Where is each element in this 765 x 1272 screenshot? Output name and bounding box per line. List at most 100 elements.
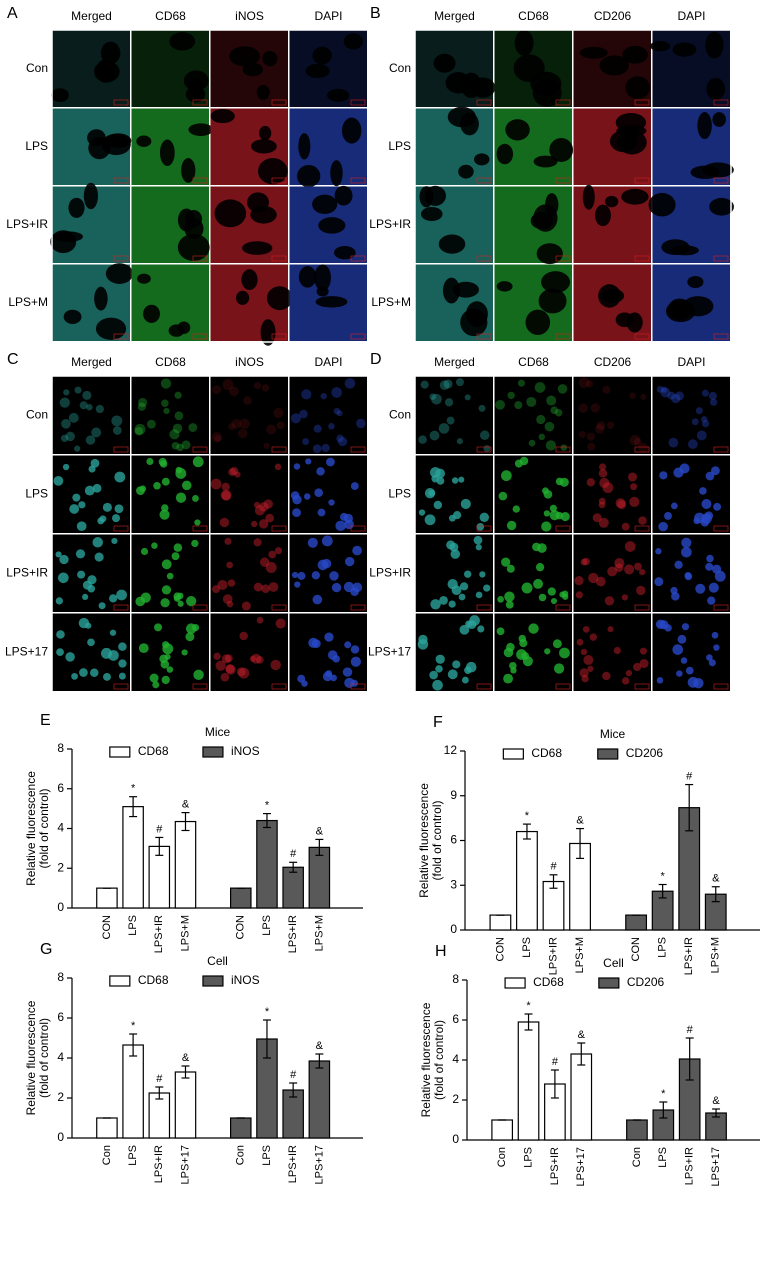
alveolus — [687, 275, 704, 289]
cell — [598, 501, 606, 509]
alveolus — [242, 62, 263, 77]
x-tick-label: LPS+IR — [684, 1147, 696, 1185]
cell — [671, 591, 680, 601]
cell — [544, 421, 555, 432]
significance-marker: * — [131, 783, 136, 795]
alveolus — [330, 160, 343, 187]
cell — [506, 564, 515, 573]
cell — [90, 458, 100, 468]
cell — [695, 407, 703, 415]
legend-label: CD68 — [138, 744, 169, 758]
cell — [625, 669, 633, 677]
cell — [185, 632, 195, 642]
cell — [263, 442, 270, 450]
x-tick-label: LPS — [127, 1145, 139, 1166]
scale-bar — [350, 604, 366, 611]
y-axis-label: Relative fluorescence — [24, 1000, 38, 1115]
cell — [55, 551, 62, 558]
cell — [460, 498, 471, 509]
cell — [220, 672, 230, 682]
cell — [549, 504, 557, 512]
column-label: iNOS — [235, 9, 264, 23]
x-tick-label: Con — [496, 1147, 508, 1167]
cell — [234, 471, 241, 478]
cell — [215, 660, 226, 671]
cell — [322, 671, 333, 682]
cell — [535, 563, 545, 572]
error-bar — [685, 1037, 694, 1081]
cell — [312, 444, 322, 454]
cell — [541, 521, 552, 532]
cell — [640, 393, 647, 400]
cell — [435, 654, 445, 664]
micrograph — [289, 376, 367, 454]
cell — [699, 487, 707, 495]
x-tick-label: LPS+IR — [287, 915, 299, 953]
cell — [177, 600, 184, 607]
cell — [469, 615, 480, 626]
legend-swatch — [109, 746, 131, 758]
cell — [707, 596, 716, 605]
cell — [602, 482, 614, 494]
cell — [639, 658, 649, 669]
image-background — [652, 376, 730, 454]
chart-title: Mice — [205, 725, 231, 739]
cell — [149, 673, 159, 683]
significance-marker: & — [316, 825, 324, 837]
cell — [161, 559, 172, 570]
significance-marker: # — [552, 1056, 559, 1068]
cell — [418, 509, 426, 516]
y-tick-label: 8 — [57, 970, 64, 984]
cell — [545, 440, 556, 451]
significance-marker: * — [661, 1088, 666, 1100]
micrograph — [289, 534, 367, 612]
alveolus — [185, 86, 206, 103]
cell — [685, 666, 694, 675]
alveolus — [536, 243, 563, 265]
cell — [581, 674, 589, 683]
cell — [672, 644, 684, 655]
cell — [254, 505, 266, 516]
scale-bar — [555, 604, 571, 611]
cell — [140, 592, 151, 603]
cell — [505, 600, 514, 609]
alveolus — [496, 143, 514, 165]
cell — [210, 478, 222, 490]
cell — [188, 423, 198, 432]
cell — [598, 463, 607, 471]
scale-bar — [350, 255, 366, 262]
cell — [430, 599, 441, 610]
cell — [579, 668, 589, 678]
cell — [708, 391, 717, 400]
cell — [68, 412, 79, 423]
error-bar — [711, 886, 720, 903]
cell — [331, 582, 342, 593]
micrograph — [289, 455, 367, 533]
scale-bar — [555, 446, 571, 453]
micrograph — [52, 263, 134, 341]
cell — [654, 577, 664, 587]
cell — [557, 384, 568, 394]
cell — [473, 535, 483, 545]
cell — [533, 578, 543, 589]
y-tick-label: 2 — [57, 860, 64, 874]
cell — [326, 457, 335, 467]
x-tick-label: LPS — [127, 915, 139, 936]
cell — [521, 652, 530, 660]
cell — [297, 674, 306, 683]
column-label: Merged — [71, 355, 112, 369]
cell — [498, 491, 508, 501]
bar — [174, 1071, 197, 1139]
scale-bar — [271, 99, 287, 106]
x-tick-label: LPS+M — [313, 915, 325, 951]
cell — [238, 667, 250, 679]
panel-frame — [414, 29, 732, 343]
x-tick-label: Con — [631, 1147, 643, 1167]
cell — [193, 669, 204, 681]
y-tick-label: 4 — [452, 1052, 459, 1066]
cell — [598, 469, 608, 478]
error-bar — [181, 811, 190, 832]
cell — [576, 638, 584, 646]
significance-marker: & — [576, 814, 584, 826]
cell — [429, 670, 438, 680]
